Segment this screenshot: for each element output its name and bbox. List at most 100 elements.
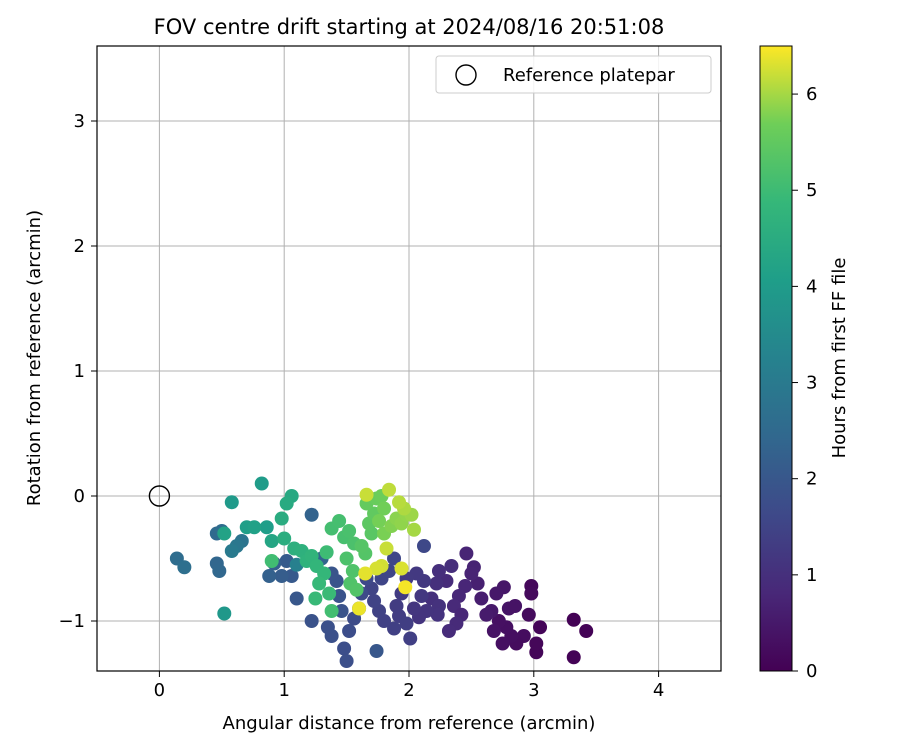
x-tick-label: 0: [154, 680, 165, 701]
data-point: [458, 579, 473, 593]
x-tick-label: 2: [403, 680, 414, 701]
colorbar-frame: [759, 45, 793, 672]
data-point: [387, 621, 402, 636]
data-point: [470, 576, 485, 591]
data-point: [359, 487, 374, 502]
colorbar-tick-label: 1: [806, 565, 817, 586]
data-point: [308, 591, 323, 606]
data-point: [312, 576, 327, 591]
data-point: [217, 526, 232, 541]
y-axis-label: Rotation from reference (arcmin): [24, 210, 45, 506]
data-point: [566, 650, 581, 665]
data-point: [259, 520, 274, 535]
colorbar-tick-label: 4: [806, 276, 817, 297]
data-point: [479, 607, 494, 622]
data-point: [320, 620, 335, 635]
data-point: [319, 545, 334, 560]
data-point: [349, 582, 364, 597]
data-point: [379, 541, 394, 556]
colorbar-tick-label: 3: [806, 373, 817, 394]
data-point: [444, 559, 459, 573]
colorbar: 0 1 2 3 4 5 6 Hours from first FF file: [759, 45, 850, 682]
data-point: [262, 569, 277, 583]
data-point: [354, 539, 369, 553]
legend-marker-icon: [455, 64, 477, 86]
data-point: [224, 495, 239, 510]
data-point: [566, 612, 581, 627]
data-point: [377, 501, 392, 516]
data-point: [342, 624, 357, 638]
x-tick-label: 4: [653, 680, 664, 701]
reference-marker: [148, 485, 171, 507]
colorbar-ticks: 0 1 2 3 4 5 6: [792, 84, 817, 682]
data-point: [406, 522, 421, 537]
data-point: [489, 586, 504, 601]
data-point: [387, 551, 402, 566]
colorbar-label: Hours from first FF file: [829, 258, 850, 459]
data-point: [524, 586, 539, 601]
data-point: [529, 636, 544, 651]
data-point: [416, 539, 431, 553]
data-point: [339, 551, 354, 566]
data-point: [289, 591, 304, 606]
colorbar-tick-label: 6: [806, 84, 817, 105]
data-point: [334, 604, 349, 618]
data-point: [342, 524, 357, 538]
data-point: [399, 616, 414, 631]
data-point: [579, 624, 594, 638]
colorbar-tick-label: 0: [806, 661, 817, 682]
data-point: [367, 594, 382, 608]
data-point: [284, 569, 299, 583]
data-point: [392, 495, 407, 510]
colorbar-tick-label: 5: [806, 180, 817, 201]
data-point: [459, 546, 474, 561]
y-axis: −1 0 1 2 3: [58, 111, 97, 632]
data-point: [406, 601, 421, 616]
data-point: [254, 476, 269, 491]
data-point: [224, 544, 239, 558]
data-point: [177, 560, 192, 575]
data-point: [304, 507, 319, 522]
legend-label: Reference platepar: [503, 65, 675, 86]
data-points: [169, 476, 594, 668]
x-axis: 0 1 2 3 4: [154, 671, 664, 701]
legend: Reference platepar: [435, 55, 712, 94]
data-point: [279, 496, 294, 511]
x-tick-label: 1: [278, 680, 289, 701]
data-point: [486, 624, 501, 638]
data-point: [274, 569, 289, 583]
data-point: [264, 534, 279, 548]
data-point: [324, 604, 339, 618]
data-point: [372, 514, 387, 528]
data-point: [247, 520, 262, 535]
data-point: [274, 511, 289, 526]
data-point: [358, 566, 373, 581]
data-point: [508, 599, 523, 613]
data-point: [495, 636, 510, 651]
data-point: [264, 554, 279, 568]
chart-title: FOV centre drift starting at 2024/08/16 …: [154, 15, 665, 39]
data-point: [464, 566, 479, 581]
x-tick-label: 3: [528, 680, 539, 701]
data-point: [212, 564, 227, 578]
data-point: [382, 482, 397, 497]
data-point: [322, 586, 337, 601]
data-point: [431, 564, 446, 578]
y-tick-label: 2: [74, 236, 85, 257]
data-point: [369, 561, 384, 576]
data-point: [533, 620, 548, 635]
data-point: [352, 601, 367, 616]
data-point: [339, 654, 354, 668]
y-tick-label: 0: [74, 486, 85, 507]
data-point: [277, 531, 292, 546]
data-point: [441, 624, 456, 638]
y-tick-label: 3: [74, 111, 85, 132]
data-point: [394, 561, 409, 576]
data-point: [337, 641, 352, 656]
data-point: [345, 564, 360, 578]
legend-box: [435, 55, 712, 94]
data-point: [474, 591, 489, 606]
data-point: [521, 607, 536, 622]
x-axis-label: Angular distance from reference (arcmin): [223, 713, 596, 734]
